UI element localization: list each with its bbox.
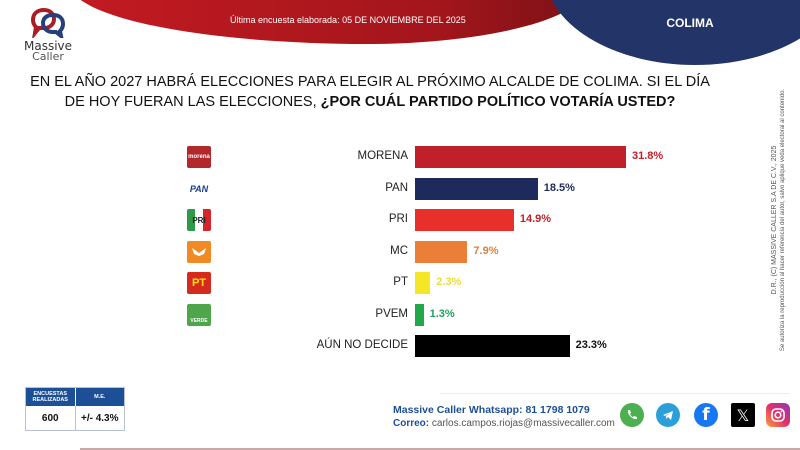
pt-logo: PT: [187, 272, 211, 294]
whatsapp-icon[interactable]: [620, 403, 644, 427]
state-name: COLIMA: [666, 16, 714, 30]
value-label: 23.3%: [575, 339, 607, 351]
pvem-logo: VERDE: [187, 303, 211, 326]
whatsapp-contact: Massive Caller Whatsapp: 81 1798 1079: [393, 404, 590, 416]
brand-name-line2: Caller: [32, 50, 64, 63]
morena-logo: morena: [187, 146, 211, 168]
bar-pt: [415, 272, 431, 294]
question-emphasis: ¿POR CUÁL PARTIDO POLÍTICO VOTARÍA USTED…: [320, 94, 676, 110]
category-label: PVEM: [375, 307, 408, 320]
brand-logo: Massive Caller: [20, 6, 76, 66]
brand-name-line1: Massive: [23, 39, 73, 53]
bar-pvem: [415, 303, 424, 326]
email-contact: Correo: carlos.campos.riojas@massivecall…: [393, 418, 615, 429]
telegram-icon[interactable]: [656, 403, 680, 427]
footer-divider: [440, 393, 790, 394]
category-label: AÚN NO DECIDE: [316, 339, 408, 351]
bar-pan: [415, 177, 538, 200]
value-label: 14.9%: [519, 213, 552, 225]
value-label: 1.3%: [429, 307, 455, 320]
category-label: PT: [393, 276, 408, 288]
pri-logo: PRI: [187, 209, 211, 231]
bar-mc: [415, 240, 468, 263]
mc-logo: [187, 240, 211, 263]
category-label: MC: [390, 244, 408, 257]
bottom-border: [80, 448, 800, 450]
pan-logo: PAN: [187, 177, 211, 200]
bar-pri: [415, 209, 514, 231]
category-label: MORENA: [357, 150, 408, 162]
stats-surveys-value: 600: [41, 412, 59, 424]
category-label: PRI: [388, 213, 408, 225]
survey-stats-table: ENCUESTAS REALIZADAS M.E. 600 +/- 4.3%: [25, 387, 125, 431]
email-label: Correo:: [393, 418, 432, 429]
speech-bubbles-icon: [30, 8, 66, 38]
bar-morena: [415, 146, 626, 168]
instagram-icon[interactable]: [766, 403, 790, 427]
value-label: 18.5%: [543, 181, 575, 194]
value-label: 2.3%: [436, 276, 462, 288]
facebook-icon[interactable]: f: [694, 403, 718, 427]
question-text: EN EL AÑO 2027 HABRÁ ELECCIONES PARA ELE…: [30, 74, 710, 110]
stats-header-margin: M.E.: [74, 388, 125, 406]
stats-header-surveys: ENCUESTAS REALIZADAS: [32, 391, 68, 403]
email-link[interactable]: carlos.campos.riojas@massivecaller.com: [431, 418, 615, 429]
survey-date: Última encuesta elaborada: 05 DE NOVIEMB…: [230, 15, 466, 25]
category-label: PAN: [385, 181, 408, 194]
x-twitter-icon[interactable]: 𝕏: [731, 403, 755, 427]
stats-margin-value: +/- 4.3%: [74, 406, 125, 430]
value-label: 7.9%: [473, 244, 499, 257]
bar-a-n-no-decide: [415, 335, 570, 357]
survey-question: EN EL AÑO 2027 HABRÁ ELECCIONES PARA ELE…: [20, 72, 720, 112]
value-label: 31.8%: [632, 150, 664, 162]
